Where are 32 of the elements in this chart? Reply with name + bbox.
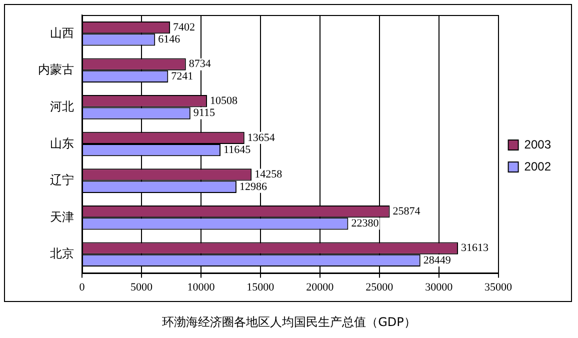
data-label: 11645 (224, 144, 252, 156)
data-label: 12986 (239, 180, 268, 193)
legend-label: 2002 (524, 159, 552, 174)
data-label: 7241 (171, 70, 194, 82)
data-label: 14258 (254, 168, 283, 181)
data-label: 8734 (188, 58, 212, 70)
y-tick-label: 北京 (50, 246, 74, 261)
x-tick-label: 25000 (366, 281, 394, 294)
data-label: 10508 (210, 95, 238, 108)
x-tick-label: 5000 (130, 281, 153, 294)
data-label: 25874 (392, 205, 421, 218)
y-tick-label: 河北 (50, 100, 74, 114)
data-label: 31613 (461, 242, 490, 254)
data-label: 13654 (247, 132, 276, 144)
y-tick-label: 山西 (50, 26, 74, 40)
x-tick-label: 35000 (484, 281, 513, 294)
data-label: 28449 (423, 254, 452, 266)
data-label: 22380 (351, 218, 380, 230)
data-label: 6146 (158, 34, 181, 46)
y-tick-label: 山东 (50, 136, 74, 150)
y-tick-label: 辽宁 (50, 173, 74, 188)
text: 环渤海经济圈各地区人均国民生产总值（GDP） (161, 314, 417, 331)
data-label: 9115 (193, 107, 216, 120)
x-tick-label: 10000 (187, 281, 216, 294)
legend-label: 2003 (524, 137, 552, 152)
x-tick-label: 0 (79, 281, 86, 294)
data-label: 7402 (173, 21, 196, 34)
x-tick-label: 20000 (306, 281, 334, 294)
y-tick-label: 天津 (50, 210, 74, 224)
x-tick-label: 15000 (246, 281, 275, 294)
y-tick-label: 内蒙古 (38, 62, 74, 77)
x-tick-label: 30000 (425, 281, 454, 294)
